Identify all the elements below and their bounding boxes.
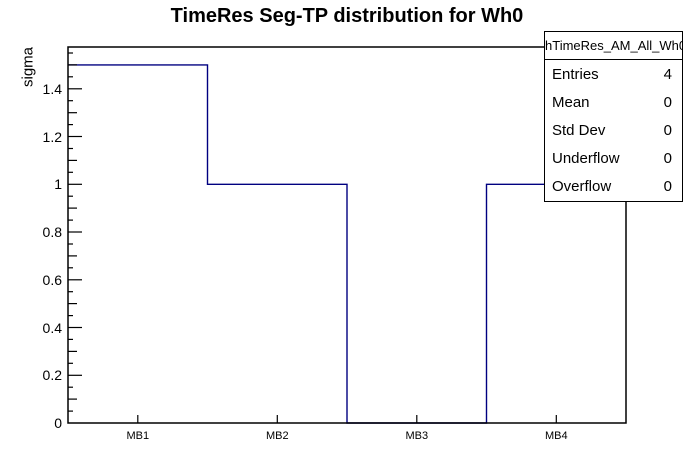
stats-row-value: 0 — [663, 122, 672, 139]
y-axis-tick-label: 0.8 — [42, 224, 62, 240]
stats-row-label: Mean — [552, 93, 590, 111]
stats-row: Underflow 0 — [545, 145, 682, 173]
x-axis-bin-label: MB1 — [126, 430, 150, 442]
axis-ticks — [68, 52, 557, 423]
stats-box-rows: Entries 4 Mean 0 Std Dev 0 Underflow 0 O… — [545, 60, 682, 201]
y-axis-tick-label: 0 — [54, 415, 62, 431]
stats-row-value: 4 — [663, 65, 672, 83]
y-axis-tick-label: 1 — [54, 176, 62, 193]
stats-row-value: 0 — [663, 93, 672, 111]
chart-title: TimeRes Seg-TP distribution for Wh0 — [170, 5, 524, 27]
stats-box: hTimeRes_AM_All_Wh0 Entries 4 Mean 0 Std… — [544, 31, 683, 202]
x-axis-bin-label: MB2 — [265, 430, 289, 442]
stats-row-label: Underflow — [552, 150, 620, 168]
stats-row-value: 0 — [663, 150, 672, 168]
y-axis-tick-label: 0.6 — [42, 271, 62, 288]
plot-frame — [67, 46, 627, 424]
stats-row-label: Std Dev — [552, 122, 606, 139]
x-axis-bin-label: MB3 — [405, 430, 429, 442]
stats-row: Mean 0 — [545, 88, 682, 116]
stats-row-label: Overflow — [552, 178, 612, 196]
stats-row: Overflow 0 — [545, 173, 682, 201]
histogram-line — [68, 64, 626, 424]
stats-row-value: 0 — [663, 178, 672, 196]
y-axis-tick-label: 0.4 — [42, 319, 62, 336]
y-axis-tick-label: 1.4 — [42, 80, 62, 97]
x-axis-bin-label: MB4 — [544, 430, 568, 442]
stats-box-title: hTimeRes_AM_All_Wh0 — [545, 32, 682, 60]
y-axis-tick-label: 0.2 — [42, 367, 62, 384]
y-axis-tick-label: 1.2 — [42, 128, 62, 145]
stats-row-label: Entries — [552, 65, 599, 83]
stats-row: Entries 4 — [545, 60, 682, 88]
stats-row: Std Dev 0 — [545, 116, 682, 144]
